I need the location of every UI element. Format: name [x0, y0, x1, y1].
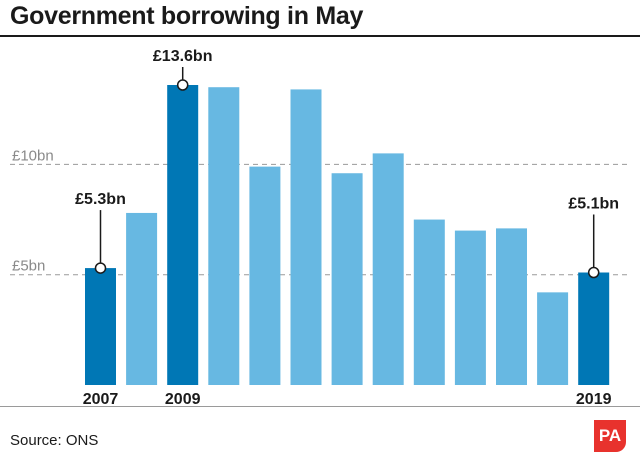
- source-note: Source: ONS: [10, 432, 99, 449]
- data-label-2007: £5.3bn: [75, 191, 126, 208]
- annotation-marker: [176, 79, 189, 91]
- bar-2017: [496, 228, 527, 385]
- x-tick-label-2009: 2009: [165, 391, 201, 408]
- annotations: £5.3bn £13.6bn £5.1bn: [75, 48, 619, 279]
- footer-rule: [0, 406, 640, 407]
- bar-2011: [249, 166, 281, 385]
- bar-2009: [167, 85, 199, 385]
- data-label-2009: £13.6bn: [153, 48, 213, 65]
- bar-2019: [578, 272, 610, 385]
- bar-2014: [372, 153, 404, 385]
- data-label-2019: £5.1bn: [568, 196, 619, 213]
- annotation-marker: [94, 262, 107, 274]
- pa-logo: PA: [594, 420, 626, 452]
- x-tick-label-2019: 2019: [576, 391, 612, 408]
- annotation-marker: [587, 266, 600, 279]
- bar-2018: [537, 292, 569, 385]
- bar-2013: [331, 173, 363, 385]
- bar-2015: [413, 219, 445, 385]
- x-tick-label-2007: 2007: [83, 391, 119, 408]
- bar-2012: [290, 89, 322, 385]
- bar-2008: [126, 212, 158, 385]
- chart-title: Government borrowing in May: [10, 2, 364, 30]
- bar-2007: [85, 268, 116, 385]
- bar-2016: [454, 230, 486, 385]
- y-gridline-label: £5bn: [12, 258, 45, 275]
- x-tick-labels: 2007 2009 2019: [83, 391, 612, 408]
- title-rule: [0, 35, 640, 37]
- y-gridline-label: £10bn: [12, 147, 54, 164]
- bar-2010: [208, 87, 240, 386]
- bars: [85, 85, 610, 386]
